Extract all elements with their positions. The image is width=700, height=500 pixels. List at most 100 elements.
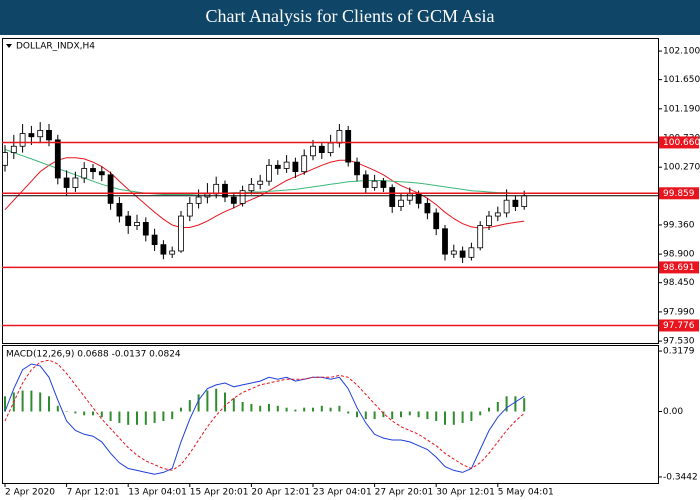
- histogram-bar: [505, 396, 508, 412]
- candle-body: [318, 145, 325, 154]
- candle-body: [301, 155, 308, 173]
- histogram-bar: [479, 411, 482, 416]
- candle-body: [28, 133, 35, 138]
- x-tick-label: 15 Apr 20:01: [190, 488, 249, 498]
- page-title: Chart Analysis for Clients of GCM Asia: [206, 6, 495, 26]
- histogram-bar: [250, 403, 253, 412]
- histogram-bar: [48, 396, 50, 412]
- candle-body: [450, 250, 457, 255]
- histogram-bar: [276, 405, 279, 412]
- candle-body: [142, 222, 149, 236]
- histogram-bar: [241, 401, 244, 412]
- candle-body: [10, 145, 17, 154]
- level-label-box: [659, 319, 699, 332]
- candle-body: [398, 199, 404, 207]
- histogram-bar: [470, 411, 473, 422]
- x-tick-label: 30 Apr 12:01: [436, 488, 495, 498]
- histogram-bar: [444, 411, 446, 425]
- level-label-box: [659, 187, 699, 200]
- histogram-bar: [488, 407, 490, 412]
- y-tick-label: 97.990: [663, 307, 695, 317]
- level-label: 100.660: [663, 138, 700, 148]
- candle-body: [81, 168, 88, 179]
- macd-line: [4, 363, 525, 475]
- candle-body: [63, 177, 70, 188]
- histogram-bar: [127, 411, 130, 425]
- candle-body: [433, 212, 440, 230]
- candle-body: [72, 177, 79, 188]
- x-tick-label: 27 Apr 20:01: [375, 488, 434, 498]
- histogram-bar: [65, 411, 68, 412]
- histogram-bar: [312, 407, 314, 412]
- candle-body: [494, 212, 501, 217]
- symbol-label: DOLLAR_INDX,H4: [16, 42, 95, 52]
- candle-body: [266, 164, 272, 182]
- candle-body: [371, 180, 378, 188]
- candle-body: [222, 183, 228, 198]
- candle-body: [54, 139, 61, 179]
- histogram-bar: [294, 409, 297, 412]
- x-tick-label: 13 Apr 04:01: [128, 488, 187, 498]
- y-tick-label: 97.530: [663, 337, 695, 347]
- histogram-bar: [338, 405, 341, 412]
- histogram-bar: [356, 411, 358, 418]
- histogram-bar: [320, 405, 323, 412]
- candle-body: [257, 180, 264, 185]
- level-label-box: [659, 136, 699, 149]
- histogram-bar: [268, 403, 270, 412]
- candle-body: [98, 171, 105, 176]
- histogram-bar: [39, 392, 42, 412]
- y-tick-label: 0.00: [663, 407, 683, 417]
- histogram-bar: [180, 407, 182, 412]
- candle-body: [442, 228, 448, 255]
- price-panel: [2, 38, 659, 344]
- candle-body: [389, 187, 396, 207]
- x-tick-label: 23 Apr 04:01: [313, 488, 372, 498]
- candle-body: [195, 196, 202, 204]
- candle-body: [345, 129, 352, 163]
- candle-body: [213, 183, 220, 195]
- y-tick-label: 99.360: [663, 220, 695, 230]
- histogram-bar: [347, 411, 350, 414]
- candle-body: [327, 142, 334, 154]
- y-tick-label: 101.650: [663, 75, 700, 85]
- candle-body: [169, 250, 176, 255]
- histogram-bar: [136, 411, 138, 425]
- histogram-bar: [153, 411, 156, 423]
- histogram-bar: [197, 394, 200, 412]
- candle-body: [186, 202, 193, 217]
- candle-body: [19, 133, 26, 147]
- moving-average: [4, 148, 525, 195]
- candle-body: [354, 161, 360, 176]
- histogram-bar: [232, 398, 235, 412]
- candle-body: [178, 215, 184, 252]
- y-tick-label: 0.3179: [663, 347, 695, 357]
- candle-body: [160, 244, 167, 255]
- histogram-bar: [426, 411, 429, 420]
- candle-body: [380, 180, 387, 188]
- candle-body: [90, 168, 96, 173]
- histogram-bar: [373, 411, 376, 420]
- histogram-bar: [496, 401, 499, 412]
- candle-body: [2, 152, 8, 166]
- candle-body: [283, 161, 290, 169]
- x-tick-label: 5 May 04:01: [498, 488, 554, 498]
- candle-body: [468, 247, 475, 258]
- candle-body: [274, 164, 281, 169]
- histogram-bar: [83, 411, 86, 416]
- histogram-bar: [92, 411, 94, 416]
- histogram-bar: [408, 411, 411, 416]
- candle-body: [125, 215, 132, 226]
- histogram-bar: [329, 407, 332, 412]
- symbol-arrow: [6, 44, 12, 48]
- candle-body: [503, 199, 510, 214]
- histogram-bar: [303, 407, 306, 412]
- y-tick-label: 98.900: [663, 250, 695, 260]
- histogram-bar: [109, 411, 112, 422]
- candle-body: [362, 174, 369, 188]
- candle-body: [151, 234, 158, 246]
- histogram-bar: [215, 388, 218, 412]
- histogram-bar: [259, 405, 262, 412]
- candle-body: [248, 183, 255, 192]
